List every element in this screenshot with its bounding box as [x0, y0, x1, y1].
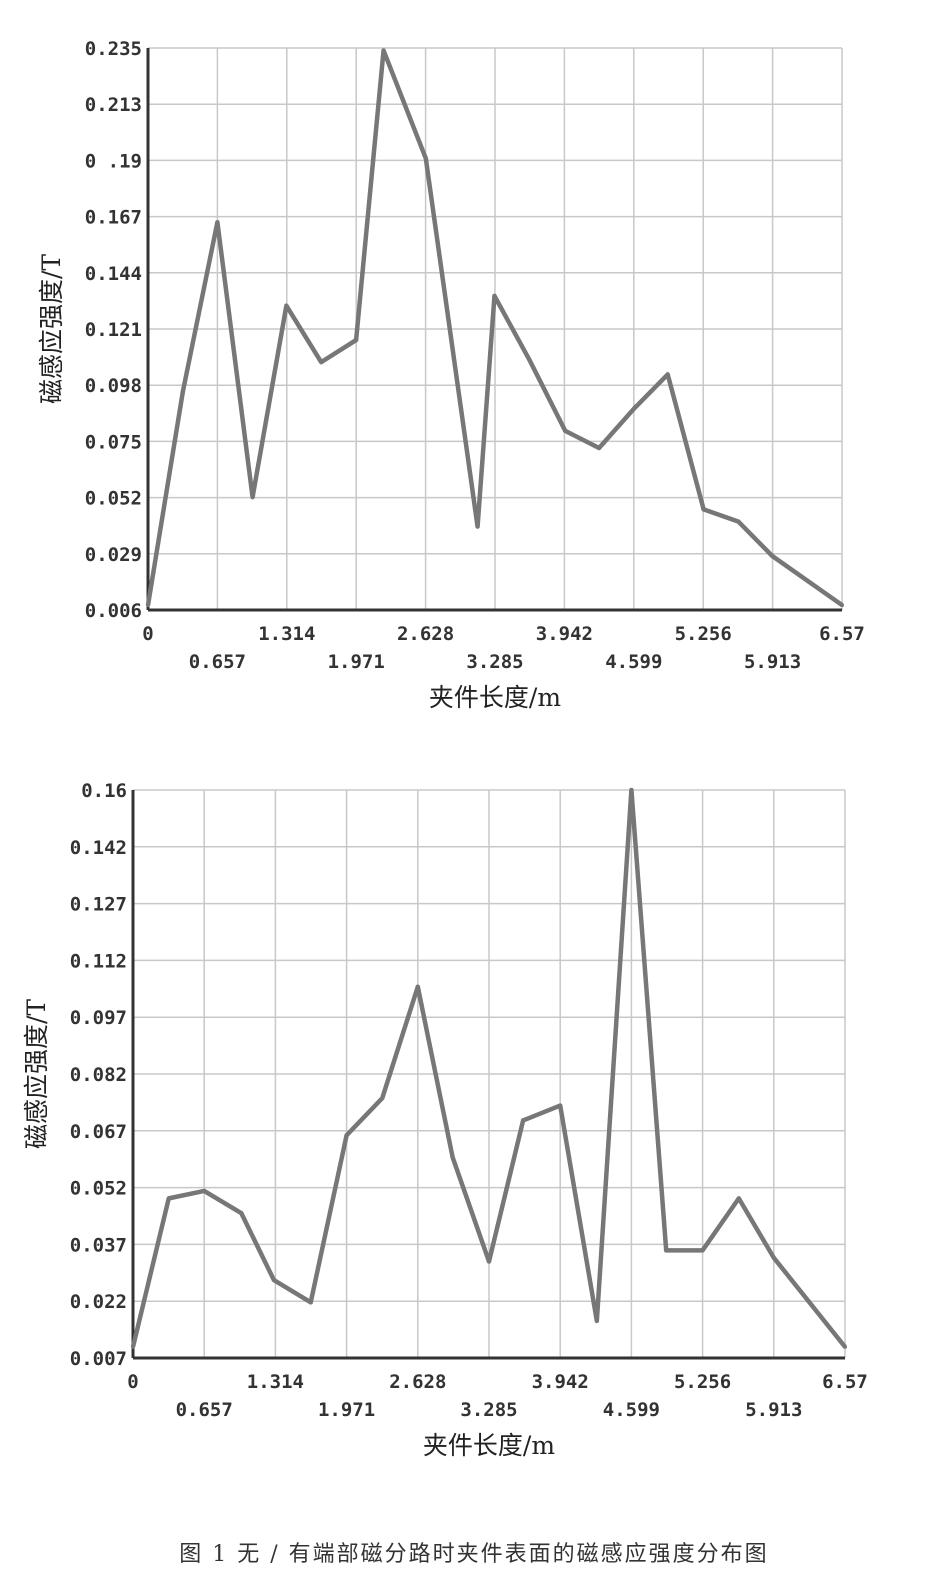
- x-axis-title: 夹件长度/m: [423, 1431, 555, 1460]
- data-point: [308, 1300, 313, 1305]
- data-point: [631, 406, 636, 411]
- y-tick-label: 0.167: [85, 207, 142, 229]
- data-point: [271, 1278, 276, 1283]
- x-tick-label: 0: [142, 623, 153, 645]
- x-tick-label: 3.942: [532, 1371, 589, 1393]
- y-tick-label: 0.097: [70, 1007, 127, 1029]
- x-tick-label: 1.314: [247, 1371, 304, 1393]
- x-tick-label: 0.657: [189, 651, 246, 673]
- x-tick-label: 1.314: [258, 623, 315, 645]
- data-point: [558, 1103, 563, 1108]
- y-tick-label: 0.144: [85, 263, 142, 285]
- series-line: [130, 787, 847, 1349]
- figure-caption: 图 1 无 / 有端部磁分路时夹件表面的磁感应强度分布图: [179, 1542, 769, 1567]
- data-point: [284, 303, 289, 308]
- data-point: [527, 357, 532, 362]
- y-tick-label: 0.098: [85, 375, 142, 397]
- y-tick-label: 0.037: [70, 1234, 127, 1256]
- y-tick-label: 0.235: [85, 38, 142, 60]
- data-point: [475, 524, 480, 529]
- x-tick-label: 0.657: [176, 1399, 233, 1421]
- x-tick-label: 5.256: [674, 1371, 731, 1393]
- data-point: [180, 389, 185, 394]
- y-tick-label: 0.052: [70, 1178, 127, 1200]
- y-tick-label: 0.007: [70, 1348, 127, 1370]
- y-tick-label: 0.052: [85, 488, 142, 510]
- data-point: [215, 220, 220, 225]
- y-tick-label: 0.029: [85, 544, 142, 566]
- data-point: [840, 603, 844, 608]
- x-tick-label: 5.913: [745, 1399, 802, 1421]
- data-point: [166, 1196, 171, 1201]
- data-point: [250, 495, 255, 500]
- data-point: [415, 984, 420, 989]
- data-point: [629, 788, 634, 792]
- x-tick-label: 2.628: [397, 623, 454, 645]
- data-point: [202, 1188, 207, 1193]
- x-tick-label: 3.942: [536, 623, 593, 645]
- x-tick-label: 6.57: [822, 1371, 868, 1393]
- data-point: [736, 1196, 741, 1201]
- data-point: [354, 338, 359, 343]
- data-point: [319, 360, 324, 365]
- y-tick-label: 0 .19: [85, 150, 142, 172]
- data-point: [381, 48, 386, 53]
- data-point: [700, 1248, 705, 1253]
- x-tick-label: 1.971: [328, 651, 385, 673]
- data-point: [770, 554, 775, 559]
- data-point: [487, 1259, 491, 1264]
- data-point: [450, 1155, 455, 1160]
- data-point: [521, 1118, 526, 1123]
- data-point: [594, 1318, 599, 1323]
- x-tick-label: 6.57: [819, 623, 865, 645]
- y-tick-label: 0.006: [85, 600, 142, 622]
- data-point: [771, 1255, 776, 1260]
- data-point: [344, 1133, 349, 1138]
- chart-bottom: 0.16 0.142 0.127 0.112 0.097 0.082 0.067 0.052 0…: [0, 760, 948, 1500]
- y-tick-label: 0.022: [70, 1291, 127, 1313]
- x-tick-label: 3.285: [460, 1399, 517, 1421]
- y-tick-label: 0.067: [70, 1121, 127, 1143]
- y-tick-label: 0.142: [70, 837, 127, 859]
- data-point: [131, 1344, 135, 1349]
- data-point: [665, 372, 670, 377]
- x-tick-label: 0: [127, 1371, 138, 1393]
- y-axis-title: 磁感应强度/T: [37, 254, 66, 404]
- y-tick-label: 0.213: [85, 94, 142, 116]
- data-point: [146, 603, 150, 608]
- data-point: [701, 507, 706, 512]
- x-tick-label: 4.599: [603, 1399, 660, 1421]
- x-tick-label: 4.599: [605, 651, 662, 673]
- data-point: [563, 428, 568, 433]
- x-tick-label: 1.971: [318, 1399, 375, 1421]
- chart-top-svg: 0.235 0.213 0 .19 0.167 0.144 0.121 0.098 0.075…: [37, 38, 865, 712]
- chart-top: 0.235 0.213 0 .19 0.167 0.144 0.121 0.098 0.075…: [0, 0, 948, 740]
- y-tick-label: 0.082: [70, 1064, 127, 1086]
- series-line: [145, 48, 844, 607]
- chart-bottom-svg: 0.16 0.142 0.127 0.112 0.097 0.082 0.067 0.052 0…: [22, 780, 868, 1460]
- x-tick-label: 5.256: [675, 623, 732, 645]
- y-tick-label: 0.16: [81, 780, 127, 802]
- y-axis-title: 磁感应强度/T: [22, 999, 51, 1149]
- data-point: [736, 519, 741, 524]
- data-point: [492, 293, 497, 298]
- x-tick-label: 2.628: [389, 1371, 446, 1393]
- data-point: [239, 1211, 244, 1216]
- data-point: [423, 156, 428, 161]
- y-tick-label: 0.121: [85, 319, 142, 341]
- data-point: [597, 446, 602, 451]
- x-tick-label: 5.913: [744, 651, 801, 673]
- x-tick-label: 3.285: [466, 651, 523, 673]
- x-axis-title: 夹件长度/m: [429, 683, 561, 712]
- data-point: [664, 1248, 669, 1253]
- y-tick-label: 0.075: [85, 431, 142, 453]
- y-tick-label: 0.127: [70, 894, 127, 916]
- data-point: [380, 1096, 385, 1101]
- y-tick-label: 0.112: [70, 950, 127, 972]
- data-point: [843, 1344, 847, 1349]
